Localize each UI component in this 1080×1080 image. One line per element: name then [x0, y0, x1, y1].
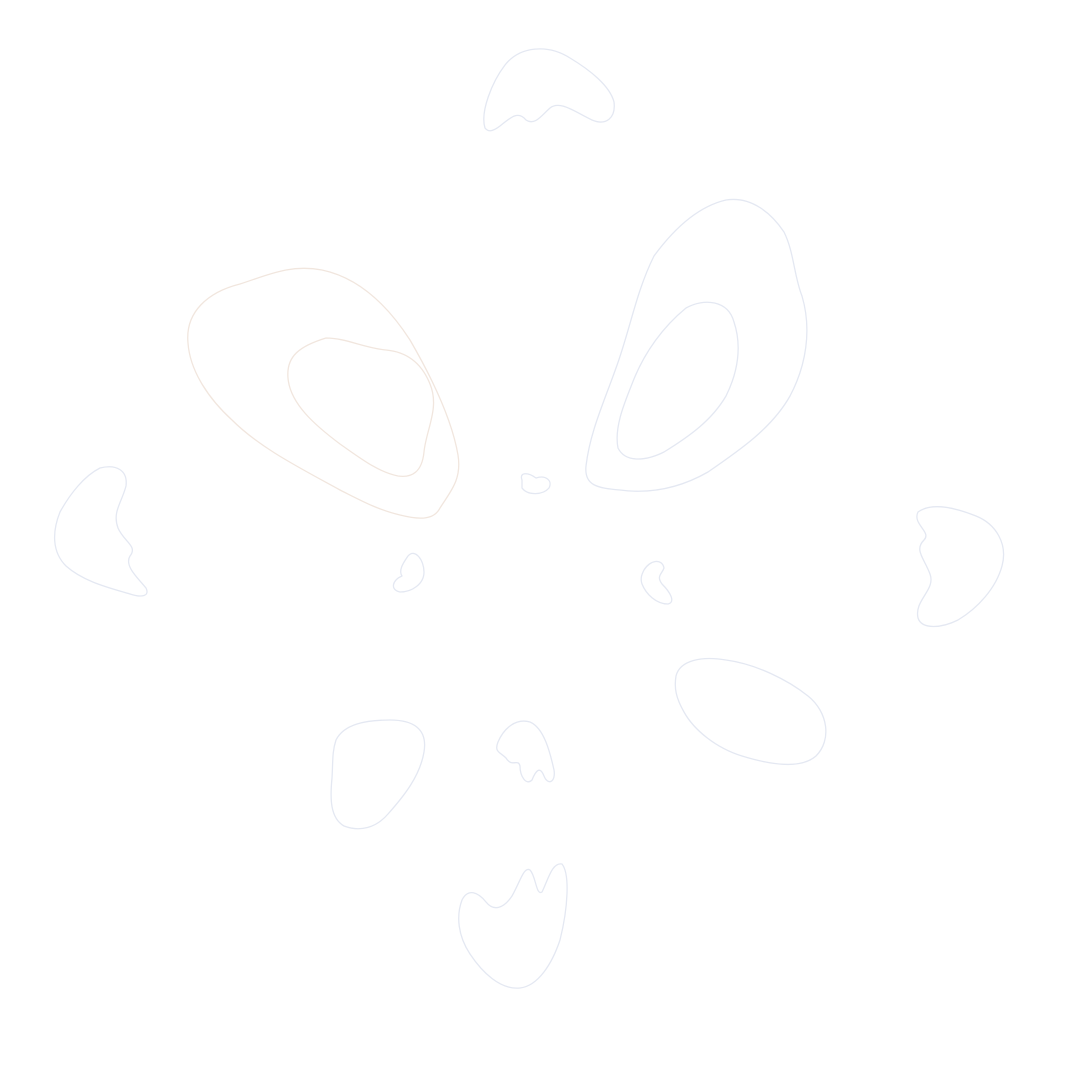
right-eye-outer [586, 199, 807, 491]
right-cheek-small [641, 561, 672, 604]
left-eye-inner [288, 338, 434, 476]
left-eye-outer [188, 268, 459, 518]
right-eye-inner [617, 302, 738, 459]
top-crown-blob [484, 49, 614, 131]
lower-center-small [497, 721, 555, 782]
right-lower-oval [675, 659, 826, 765]
left-side-blob [55, 467, 147, 596]
right-side-blob [917, 507, 1004, 627]
center-small-blob [521, 474, 550, 494]
bottom-blob [459, 864, 567, 988]
left-cheek-small [393, 553, 424, 592]
lower-left-blob [331, 720, 425, 829]
